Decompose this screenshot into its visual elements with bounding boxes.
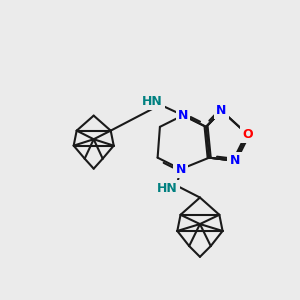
Text: N: N [178,109,188,122]
Text: N: N [216,104,227,117]
Text: HN: HN [142,95,163,108]
Text: O: O [242,128,253,141]
Text: N: N [176,163,186,176]
Text: N: N [230,154,240,167]
Text: HN: HN [157,182,178,195]
